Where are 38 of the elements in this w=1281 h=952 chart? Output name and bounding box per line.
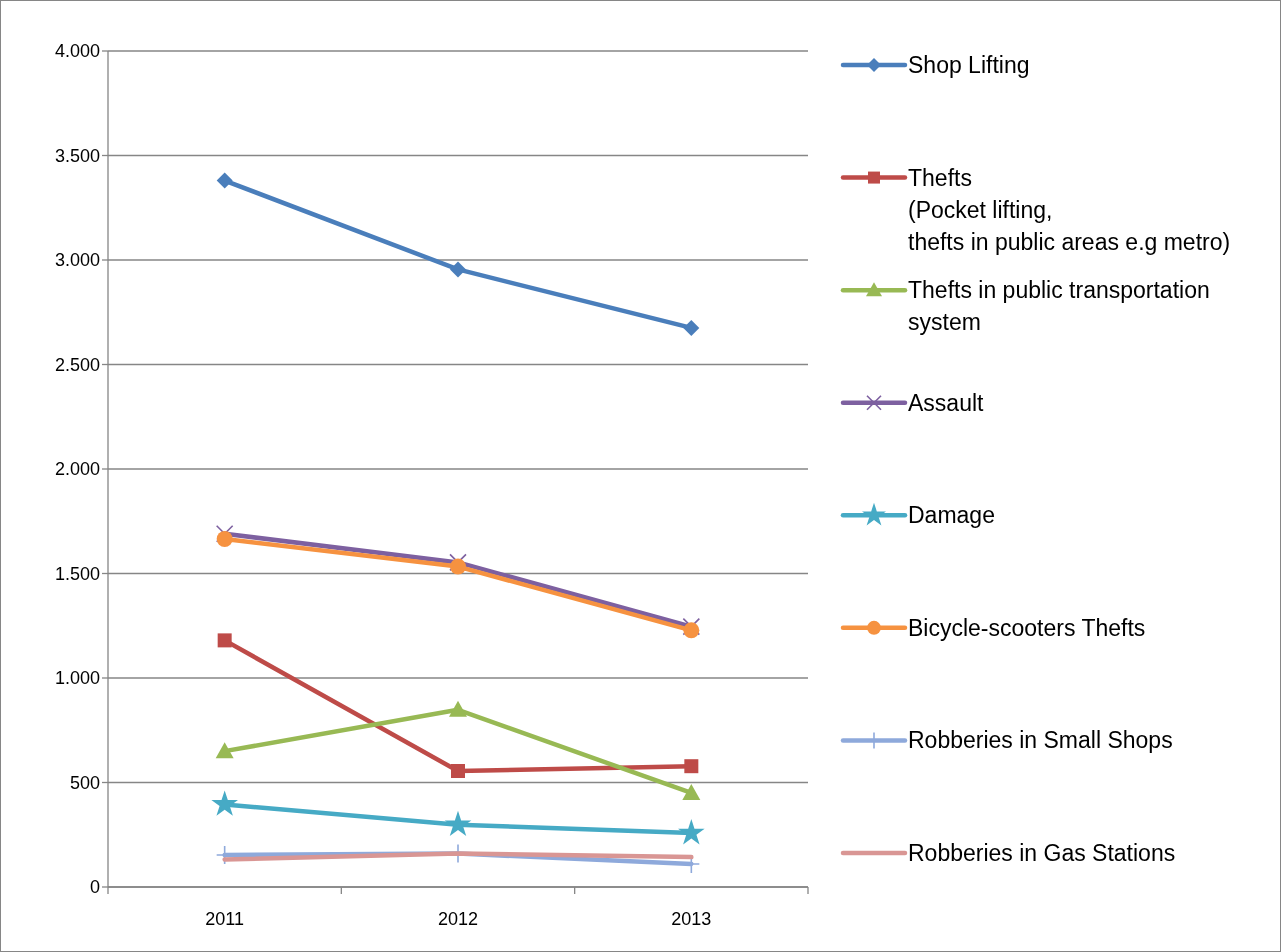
point — [216, 531, 233, 548]
point — [450, 261, 466, 278]
point — [682, 783, 701, 800]
y-tick-label: 1.500 — [54, 563, 100, 584]
point — [678, 819, 705, 845]
y-tick-label: 1.000 — [54, 668, 100, 689]
y-tick-label: 4.000 — [54, 41, 100, 62]
legend-label: Thefts in public transportation system — [908, 277, 1210, 336]
x-tick-label: 2013 — [671, 909, 712, 929]
y-tick-label: 0 — [89, 877, 100, 898]
point — [211, 790, 238, 816]
point — [683, 622, 700, 639]
x-tick-label: 2011 — [205, 909, 245, 929]
y-tick-label: 3.000 — [54, 250, 100, 271]
legend-label: Thefts (Pocket lifting, thefts in public areas e.g metro) — [908, 164, 1231, 255]
x-tick-label: 2012 — [437, 909, 479, 929]
point — [450, 558, 466, 575]
y-tick-label: 2.500 — [54, 354, 100, 375]
y-tick-label: 500 — [69, 772, 100, 793]
legend-label: Bicycle-scooters Thefts — [908, 614, 1146, 641]
point — [451, 764, 465, 779]
point — [684, 759, 699, 774]
legend-label: Assault — [908, 389, 985, 416]
point — [217, 633, 232, 648]
point — [216, 172, 233, 189]
point — [215, 742, 234, 759]
point — [682, 617, 701, 636]
point — [683, 319, 700, 336]
point — [449, 700, 467, 717]
point — [215, 524, 234, 543]
point — [444, 810, 472, 837]
point — [449, 553, 467, 572]
legend-label: Robberies in Gas Stations — [908, 840, 1176, 866]
legend-label: Robberies in Small Shops — [908, 727, 1173, 754]
y-tick-label: 2.000 — [54, 459, 100, 480]
legend-label: Damage — [908, 502, 995, 529]
y-tick-label: 3.500 — [54, 145, 100, 166]
legend-label: Shop Lifting — [908, 52, 1030, 78]
